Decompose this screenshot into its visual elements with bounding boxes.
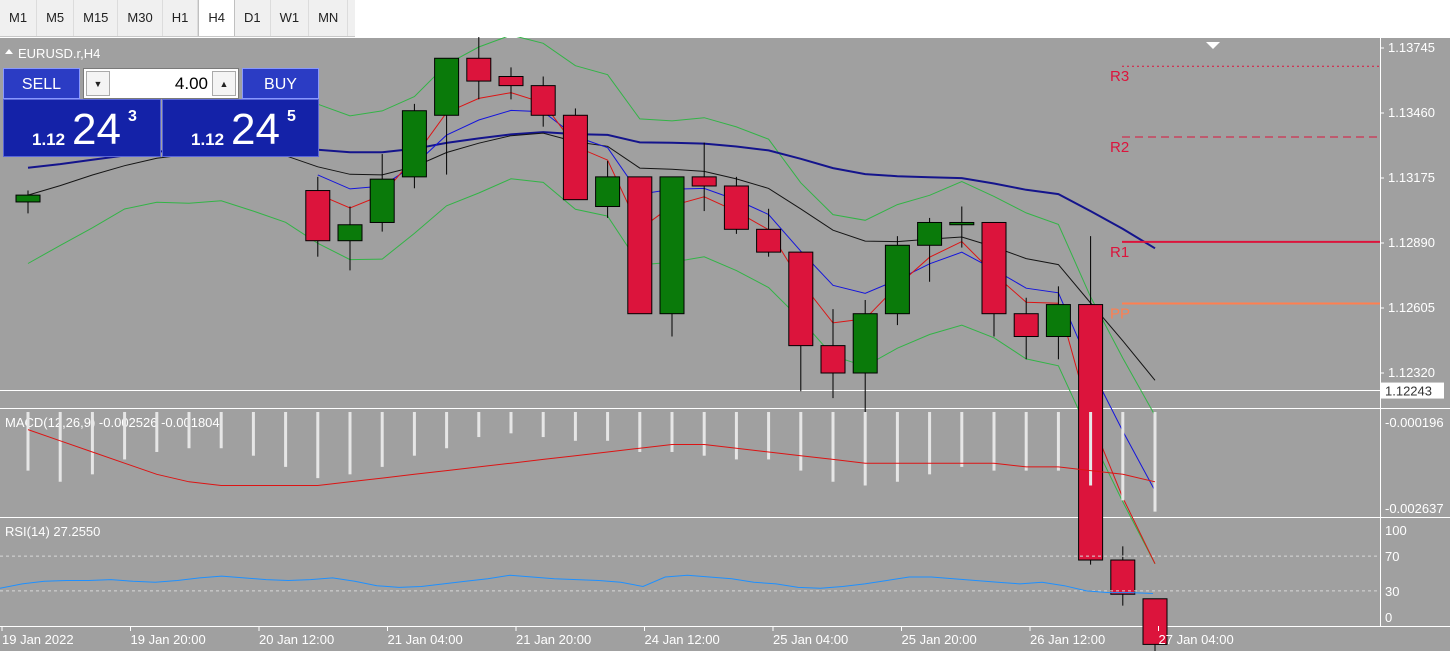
price-axis-label: 1.13460 — [1388, 105, 1435, 120]
one-click-trading-panel: SELL ▼ ▲ BUY 1.12 24 3 1.12 24 5 — [3, 68, 319, 158]
timeframe-m15-button[interactable]: M15 — [74, 0, 119, 36]
timeframe-m5-button[interactable]: M5 — [37, 0, 75, 36]
candle-body — [917, 221, 943, 246]
timeframe-toolbar: M1 M5 M15 M30 H1 H4 D1 W1 MN — [0, 0, 355, 37]
time-axis-label: 19 Jan 20:00 — [131, 632, 206, 647]
bid-price-display[interactable]: 1.12 24 3 — [3, 99, 161, 157]
candle-body — [884, 244, 910, 315]
price-axis-label: 1.12890 — [1388, 235, 1435, 250]
timeframe-w1-button[interactable]: W1 — [271, 0, 310, 36]
candle-body — [756, 228, 782, 253]
lot-size-control: ▼ ▲ — [83, 68, 239, 99]
bid-price-fraction: 3 — [128, 108, 137, 125]
pivot-label-r1: R1 — [1110, 244, 1129, 261]
current-price-box — [1381, 382, 1444, 399]
timeframe-d1-button[interactable]: D1 — [235, 0, 271, 36]
price-axis-label: 1.13175 — [1388, 170, 1435, 185]
chart-collapse-icon — [5, 49, 13, 54]
price-chart[interactable]: 1.137451.134601.131751.128901.126051.123… — [0, 37, 1450, 651]
candle-body — [434, 57, 460, 116]
candle-body — [981, 221, 1007, 315]
candle-body — [852, 313, 878, 374]
lot-size-input[interactable] — [114, 69, 208, 98]
candle-body — [369, 178, 395, 223]
lot-decrease-button[interactable]: ▼ — [86, 71, 110, 96]
rsi-axis-label: 100 — [1385, 523, 1407, 538]
price-axis-label: 1.13745 — [1388, 40, 1435, 55]
candle-body — [788, 251, 814, 347]
macd-axis-bottom: -0.002637 — [1385, 501, 1444, 516]
current-price-label: 1.12243 — [1385, 384, 1432, 399]
timeframe-m30-button[interactable]: M30 — [118, 0, 163, 36]
timeframe-h4-button[interactable]: H4 — [198, 0, 235, 36]
candle-body — [562, 114, 588, 201]
lot-increase-button[interactable]: ▲ — [212, 71, 236, 96]
candle-body — [723, 185, 749, 230]
time-axis-label: 25 Jan 20:00 — [902, 632, 977, 647]
pivot-label-r3: R3 — [1110, 68, 1129, 85]
bollinger-lower-band — [27, 178, 1156, 565]
time-axis-label: 26 Jan 12:00 — [1030, 632, 1105, 647]
timeframe-h1-button[interactable]: H1 — [163, 0, 199, 36]
rsi-axis-label: 0 — [1385, 610, 1392, 625]
candle-body — [820, 345, 846, 374]
candle-body — [401, 110, 427, 178]
macd-axis-top: -0.000196 — [1385, 415, 1444, 430]
candle-body — [466, 57, 492, 82]
rsi-label: RSI(14) 27.2550 — [5, 524, 100, 539]
candle-body — [498, 76, 524, 87]
time-axis-label: 25 Jan 04:00 — [773, 632, 848, 647]
bid-price-pips: 24 — [72, 105, 121, 154]
macd-signal-line — [27, 429, 1156, 486]
candle-body — [530, 85, 556, 116]
time-axis-label: 21 Jan 20:00 — [516, 632, 591, 647]
candle-body — [595, 176, 621, 208]
candle-body — [659, 176, 685, 315]
chart-symbol-title: EURUSD.r,H4 — [18, 46, 100, 61]
candle-body — [627, 176, 653, 315]
buy-button[interactable]: BUY — [242, 68, 319, 99]
price-axis-label: 1.12320 — [1388, 365, 1435, 380]
timeframe-mn-button[interactable]: MN — [309, 0, 349, 36]
candle-body — [949, 221, 975, 226]
rsi-axis-label: 70 — [1385, 549, 1399, 564]
macd-label: MACD(12,26,9) -0.002526 -0.001804 — [5, 415, 220, 430]
timeframe-m1-button[interactable]: M1 — [0, 0, 38, 36]
candle-body — [1110, 559, 1136, 595]
time-axis-label: 19 Jan 2022 — [2, 632, 74, 647]
sell-button[interactable]: SELL — [3, 68, 80, 99]
candle-body — [15, 194, 41, 203]
toolbar-strip — [355, 0, 1450, 38]
ask-price-pips: 24 — [231, 105, 280, 154]
rsi-axis-label: 30 — [1385, 584, 1399, 599]
pivot-label-pp: PP — [1110, 305, 1130, 322]
candle-body — [337, 224, 363, 242]
ask-price-prefix: 1.12 — [191, 130, 225, 149]
ask-price-display[interactable]: 1.12 24 5 — [162, 99, 319, 157]
time-axis-label: 21 Jan 04:00 — [388, 632, 463, 647]
candle-body — [691, 176, 717, 187]
pivot-label-r2: R2 — [1110, 139, 1129, 156]
candle-body — [1013, 313, 1039, 338]
candle-body — [1142, 598, 1168, 645]
bid-price-prefix: 1.12 — [32, 130, 66, 149]
time-axis-label: 20 Jan 12:00 — [259, 632, 334, 647]
rsi-line — [0, 574, 1154, 594]
ask-price-fraction: 5 — [287, 108, 296, 125]
time-axis-label: 27 Jan 04:00 — [1159, 632, 1234, 647]
chart-shift-marker-icon — [1206, 42, 1220, 49]
price-axis-label: 1.12605 — [1388, 300, 1435, 315]
time-axis-label: 24 Jan 12:00 — [645, 632, 720, 647]
candle-body — [1045, 304, 1071, 338]
candle-body — [305, 190, 331, 242]
